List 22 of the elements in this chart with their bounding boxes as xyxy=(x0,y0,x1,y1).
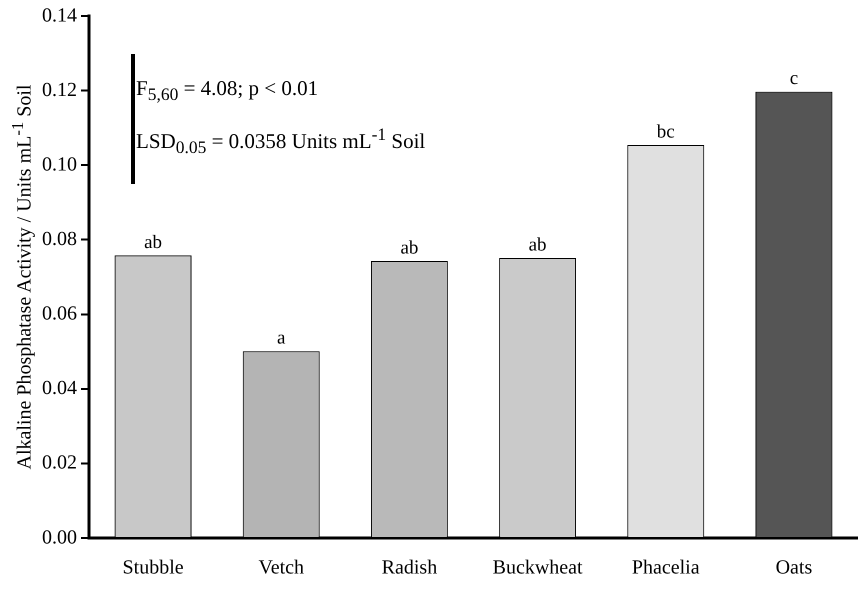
y-tick-label: 0.10 xyxy=(42,153,77,176)
x-tick-label: Phacelia xyxy=(632,556,700,578)
data-label: ab xyxy=(400,237,418,258)
x-tick-label: Stubble xyxy=(122,556,184,578)
x-tick-label: Buckwheat xyxy=(492,556,584,578)
data-label: bc xyxy=(656,121,675,142)
annotation: F$_{5,60}$ = 4.08; p < 0.01 xyxy=(136,76,318,104)
y-tick-label: 0.00 xyxy=(42,526,77,548)
y-tick-label: 0.08 xyxy=(42,228,77,250)
annotation: LSD$_{0.05}$ = 0.0358 Units mL$^{-1}$ Soil xyxy=(136,124,426,158)
x-tick-label: Vetch xyxy=(258,556,304,578)
y-tick-label: 0.12 xyxy=(42,78,77,101)
y-tick-label: 0.06 xyxy=(42,302,77,325)
data-label: a xyxy=(277,328,286,349)
y-tick-label: 0.04 xyxy=(42,377,77,400)
data-label: ab xyxy=(528,234,547,256)
data-label: c xyxy=(790,68,798,90)
y-tick-label: 0.14 xyxy=(42,4,77,26)
x-tick-label: Radish xyxy=(382,556,438,578)
data-label: ab xyxy=(144,232,162,253)
y-tick-label: 0.02 xyxy=(42,452,77,474)
x-tick-label: Oats xyxy=(776,556,812,578)
